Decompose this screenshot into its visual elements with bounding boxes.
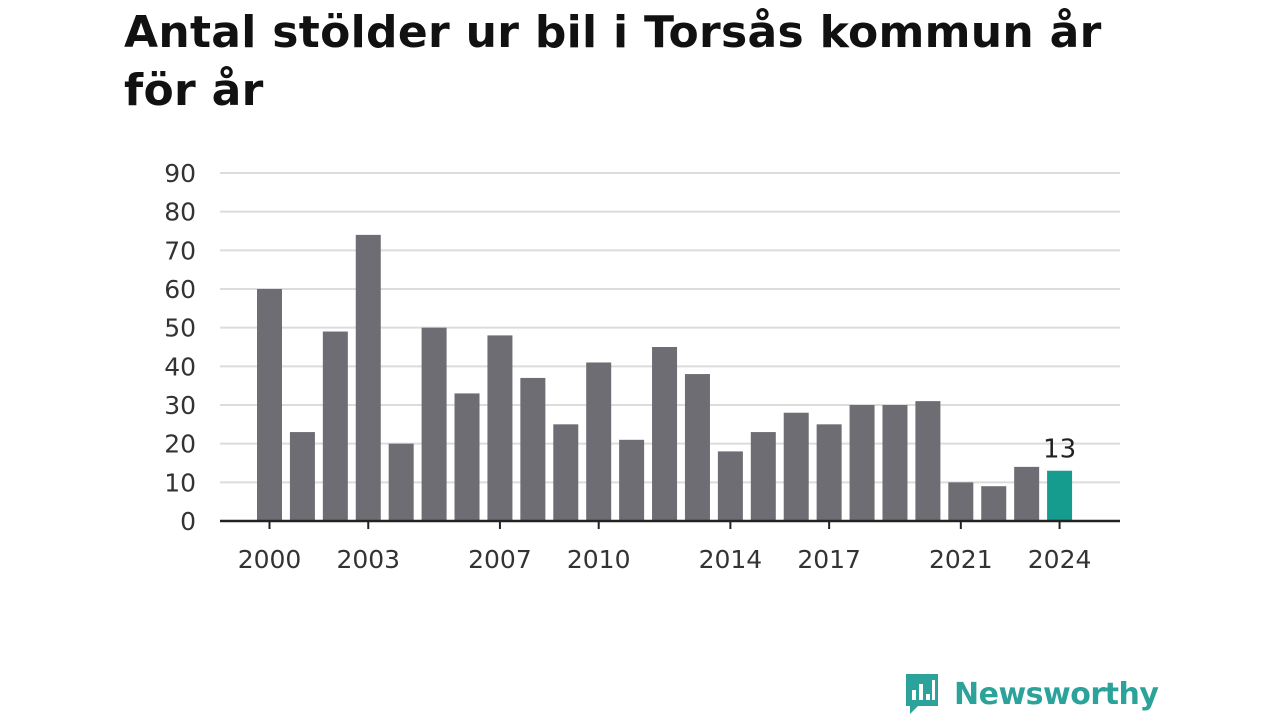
y-tick-label: 60 — [164, 275, 196, 304]
bar-2017 — [816, 424, 842, 521]
x-tick-label: 2017 — [797, 545, 861, 574]
bar-2004 — [388, 443, 414, 521]
bar-2005 — [421, 327, 447, 521]
bar-2013 — [684, 374, 710, 521]
y-tick-label: 0 — [180, 507, 196, 536]
bar-2016 — [783, 412, 809, 521]
bar-2006 — [454, 393, 480, 521]
x-tick-label: 2024 — [1028, 545, 1092, 574]
y-tick-label: 50 — [164, 314, 196, 343]
y-tick-label: 70 — [164, 236, 196, 265]
bar-2008 — [520, 377, 546, 521]
data-label-2024: 13 — [1043, 435, 1076, 465]
y-tick-label: 80 — [164, 198, 196, 227]
y-tick-label: 10 — [164, 468, 196, 497]
bar-2012 — [652, 347, 678, 521]
y-tick-label: 30 — [164, 391, 196, 420]
bar-2007 — [487, 335, 513, 521]
x-tick-label: 2000 — [238, 545, 302, 574]
bar-2003 — [355, 234, 381, 521]
bar-2000 — [257, 289, 282, 521]
bar-2014 — [717, 451, 743, 521]
y-tick-label: 90 — [164, 159, 196, 188]
bar-2020 — [915, 401, 941, 521]
x-axis-ticks: 2000 2003 2007 2010 2014 2017 2021 2024 — [238, 521, 1092, 574]
bar-2024 — [1047, 470, 1073, 521]
bar-2010 — [586, 362, 612, 521]
bar-2018 — [849, 405, 875, 521]
bar-2022 — [981, 486, 1007, 521]
x-tick-label: 2003 — [336, 545, 400, 574]
y-tick-label: 40 — [164, 352, 196, 381]
bar-chart-speech-bubble-icon — [906, 674, 938, 714]
bar-2009 — [553, 424, 579, 521]
x-tick-label: 2014 — [699, 545, 763, 574]
x-tick-label: 2010 — [567, 545, 631, 574]
bar-2021 — [948, 482, 974, 521]
bar-2015 — [750, 432, 776, 521]
bars — [257, 234, 1073, 521]
y-tick-label: 20 — [164, 430, 196, 459]
brand-name: Newsworthy — [954, 676, 1159, 712]
x-tick-label: 2007 — [468, 545, 532, 574]
bar-2011 — [619, 439, 645, 521]
newsworthy-logo: Newsworthy — [902, 670, 1159, 718]
bar-2023 — [1014, 466, 1040, 521]
bar-2001 — [289, 432, 315, 521]
data-labels: 13 — [1043, 435, 1076, 465]
bar-2019 — [882, 405, 908, 521]
bar-2002 — [322, 331, 348, 521]
y-axis-ticks: 0 10 20 30 40 50 60 70 80 90 — [164, 159, 196, 536]
chart-title: Antal stölder ur bil i Torsås kommun år … — [124, 7, 1102, 116]
x-tick-label: 2021 — [929, 545, 993, 574]
